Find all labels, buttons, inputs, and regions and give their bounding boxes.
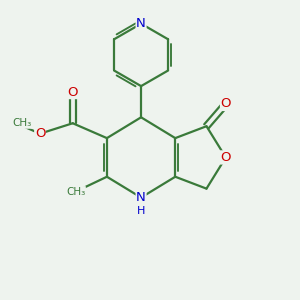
- Text: O: O: [35, 127, 45, 140]
- Text: N: N: [136, 17, 146, 30]
- Text: O: O: [220, 98, 231, 110]
- Text: O: O: [220, 151, 231, 164]
- Text: CH₃: CH₃: [13, 118, 32, 128]
- Text: CH₃: CH₃: [66, 187, 85, 196]
- Text: N: N: [136, 191, 146, 204]
- Text: H: H: [137, 206, 145, 216]
- Text: O: O: [68, 85, 78, 98]
